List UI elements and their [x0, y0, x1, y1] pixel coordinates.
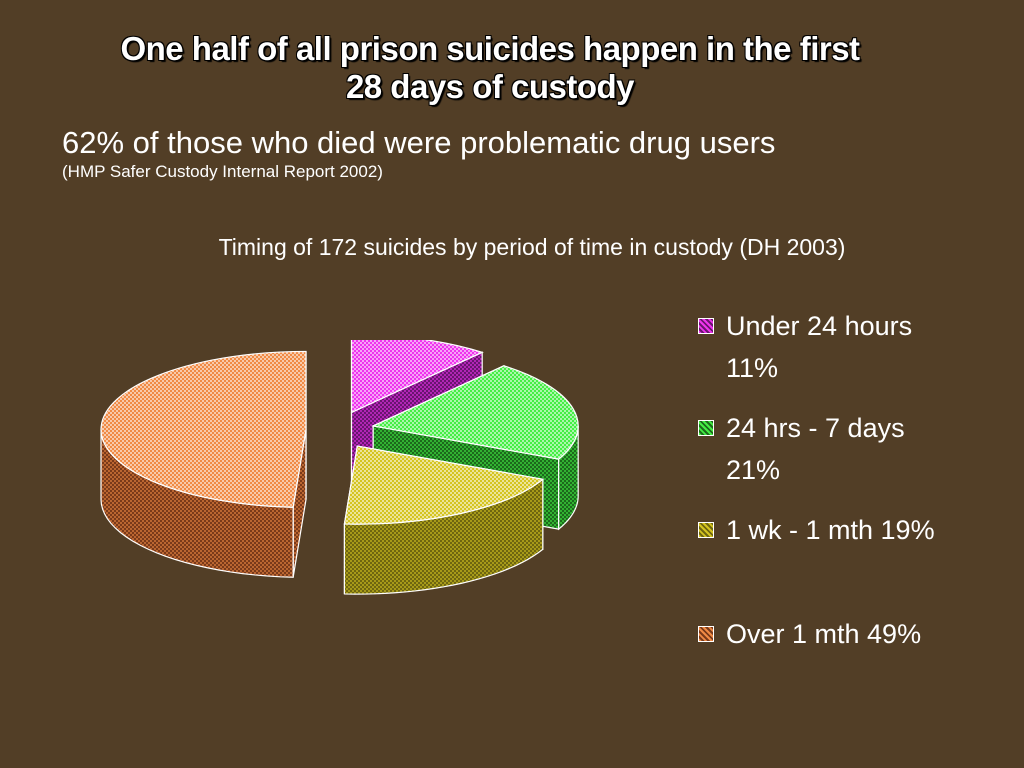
legend-value: 21% — [726, 455, 781, 485]
legend-swatch — [698, 522, 714, 538]
pie-slice-over-1-mth — [100, 350, 307, 508]
title-line-1: One half of all prison suicides happen i… — [120, 30, 860, 67]
pie-slice-1-wk-1-mth — [343, 445, 545, 525]
legend-label: 24 hrs - 7 days — [726, 413, 905, 443]
legend-swatch — [698, 626, 714, 642]
legend-label: Over 1 mth 49% — [726, 619, 922, 649]
pie-chart — [100, 340, 579, 595]
legend-swatch — [698, 420, 714, 436]
slide-title: One half of all prison suicides happen i… — [40, 30, 940, 106]
legend-label: Under 24 hours — [726, 311, 913, 341]
pie-slice-24-hrs-7-days — [371, 365, 579, 460]
pie-slice-under-24-hours — [350, 340, 484, 414]
pie-tops — [100, 340, 579, 525]
title-line-2: 28 days of custody — [345, 68, 635, 105]
chart-title: Timing of 172 suicides by period of time… — [218, 234, 846, 260]
legend-swatch — [698, 318, 714, 334]
legend-label: 1 wk - 1 mth 19% — [726, 515, 935, 545]
slide-subtitle: 62% of those who died were problematic d… — [62, 125, 776, 160]
source-citation: (HMP Safer Custody Internal Report 2002) — [62, 162, 383, 181]
legend-value: 11% — [726, 353, 779, 383]
